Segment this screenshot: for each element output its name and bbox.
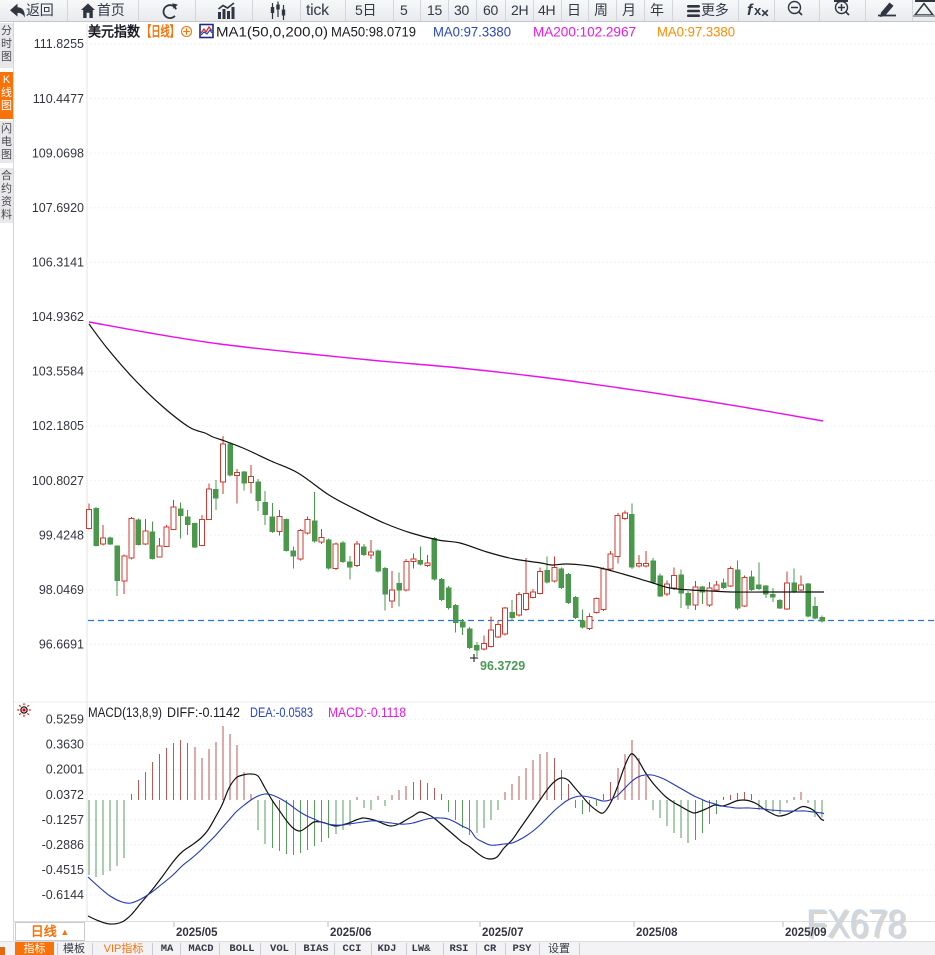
svg-text:104.9362: 104.9362: [32, 310, 84, 324]
svg-text:0.0372: 0.0372: [46, 788, 84, 802]
svg-text:0.5259: 0.5259: [46, 712, 84, 726]
svg-text:FX678: FX678: [806, 902, 906, 946]
svg-text:-0.4515: -0.4515: [42, 863, 84, 877]
svg-text:98.0469: 98.0469: [39, 583, 84, 597]
svg-text:102.1805: 102.1805: [32, 419, 84, 433]
svg-text:2025/05: 2025/05: [176, 927, 218, 939]
svg-text:DIFF:-0.1142: DIFF:-0.1142: [167, 705, 240, 720]
svg-text:MA0:97.3380: MA0:97.3380: [657, 25, 735, 40]
svg-text:111.8255: 111.8255: [34, 37, 84, 51]
svg-text:96.3729: 96.3729: [480, 659, 525, 673]
svg-text:MA200:102.2967: MA200:102.2967: [533, 25, 636, 40]
svg-text:96.6691: 96.6691: [39, 638, 84, 652]
svg-text:109.0698: 109.0698: [32, 146, 84, 160]
svg-text:MA0:97.3380: MA0:97.3380: [433, 25, 511, 40]
svg-text:2025/06: 2025/06: [330, 927, 372, 939]
svg-text:100.8027: 100.8027: [32, 474, 84, 488]
svg-text:MACD(13,8,9): MACD(13,8,9): [88, 705, 162, 720]
svg-text:0.3630: 0.3630: [46, 738, 84, 752]
svg-text:-0.2886: -0.2886: [42, 838, 84, 852]
svg-text:0.2001: 0.2001: [46, 763, 84, 777]
svg-text:【日线】: 【日线】: [142, 24, 179, 40]
svg-text:99.4248: 99.4248: [39, 528, 84, 542]
svg-text:107.6920: 107.6920: [32, 201, 84, 215]
svg-text:FX678: FX678: [808, 904, 908, 948]
svg-text:MA50:98.0719: MA50:98.0719: [331, 25, 416, 40]
svg-text:2025/07: 2025/07: [482, 927, 524, 939]
svg-text:MACD:-0.1118: MACD:-0.1118: [328, 705, 406, 720]
svg-text:DEA:-0.0583: DEA:-0.0583: [250, 705, 313, 720]
svg-text:2025/09: 2025/09: [785, 927, 827, 939]
svg-text:MA1(50,0,200,0): MA1(50,0,200,0): [216, 25, 328, 40]
svg-text:-0.6144: -0.6144: [42, 888, 84, 902]
svg-text:-0.1257: -0.1257: [42, 813, 84, 827]
svg-text:110.4477: 110.4477: [33, 92, 84, 106]
svg-text:美元指数: 美元指数: [88, 24, 141, 40]
svg-text:106.3141: 106.3141: [32, 256, 84, 270]
svg-text:2025/08: 2025/08: [636, 927, 678, 939]
svg-text:103.5584: 103.5584: [32, 365, 84, 379]
